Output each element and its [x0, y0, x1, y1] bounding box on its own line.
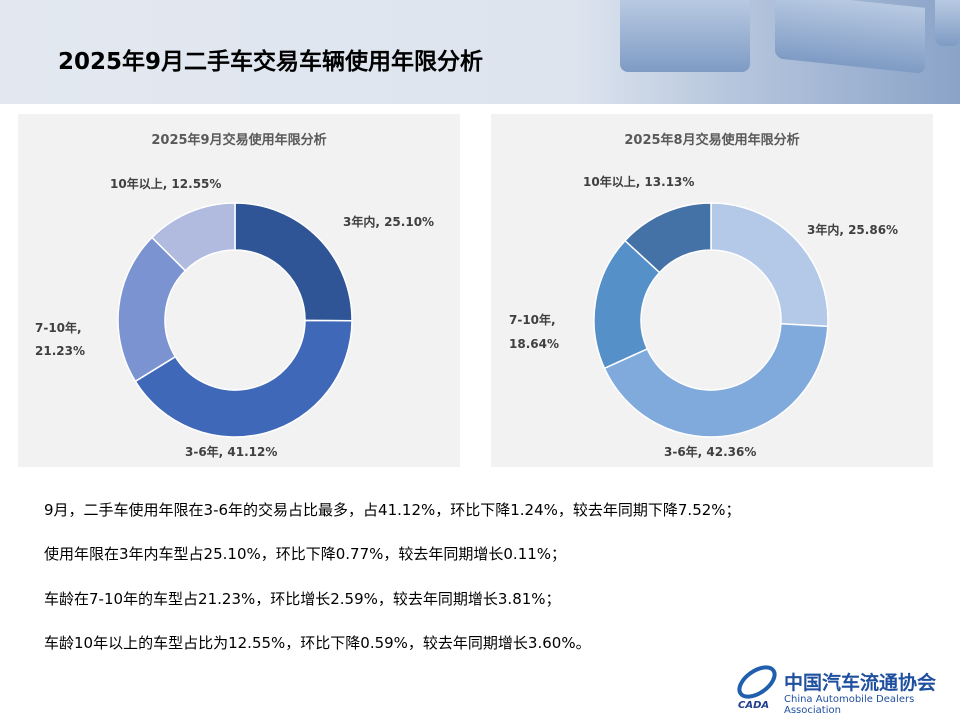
page-title: 2025年9月二手车交易车辆使用年限分析 [58, 49, 484, 75]
cada-logo: CADA 中国汽车流通协会 China Automobile Dealers A… [732, 660, 952, 716]
data-label: 7-10年, [509, 313, 556, 327]
cada-logo-mark: CADA [737, 665, 777, 710]
logo-text-cn: 中国汽车流通协会 [784, 672, 937, 694]
note-line: 车龄10年以上的车型占比为12.55%，环比下降0.59%，较去年同期增长3.6… [44, 634, 591, 652]
chart-title: 2025年9月交易使用年限分析 [151, 133, 327, 148]
header-banner [0, 0, 960, 104]
donut-slice-3-6年 [134, 319, 353, 438]
chart-title: 2025年8月交易使用年限分析 [624, 133, 800, 148]
note-line: 使用年限在3年内车型占25.10%，环比下降0.77%，较去年同期增长0.11%… [44, 545, 567, 563]
donut-slice-10年以上 [623, 202, 712, 274]
banner-cube-image [935, 0, 960, 46]
data-label: 21.23% [35, 344, 85, 358]
data-label: 3年内, 25.10% [343, 215, 435, 229]
data-label: 18.64% [509, 337, 559, 351]
banner-cube-image [775, 0, 925, 74]
banner-cube-image [620, 0, 750, 72]
donut-slice-3-6年 [603, 323, 829, 438]
logo-text-en: China Automobile Dealers Association [784, 694, 915, 716]
data-label: 3-6年, 41.12% [185, 445, 278, 459]
data-label: 3年内, 25.86% [807, 223, 899, 237]
donut-slice-3年内 [710, 202, 829, 328]
donut-slice-10年以上 [150, 202, 236, 272]
donut-chart [593, 202, 829, 438]
note-line: 9月，二手车使用年限在3-6年的交易占比最多，占41.12%，环比下降1.24%… [44, 501, 741, 519]
data-label: 7-10年, [35, 321, 82, 335]
note-line: 车龄在7-10年的车型占21.23%，环比增长2.59%，较去年同期增长3.81… [44, 590, 561, 608]
data-label: 10年以上, 13.13% [583, 175, 695, 189]
svg-text:CADA: CADA [738, 700, 769, 710]
data-label: 10年以上, 12.55% [110, 177, 222, 191]
donut-slice-3年内 [234, 202, 353, 322]
chart-panel-august: 2025年8月交易使用年限分析 3年内, 25.86% 3-6年, 42.36%… [491, 114, 933, 467]
chart-panel-september: 2025年9月交易使用年限分析 3年内, 25.10% 3-6年, 41.12%… [18, 114, 460, 467]
donut-chart [117, 202, 353, 438]
data-label: 3-6年, 42.36% [664, 445, 757, 459]
